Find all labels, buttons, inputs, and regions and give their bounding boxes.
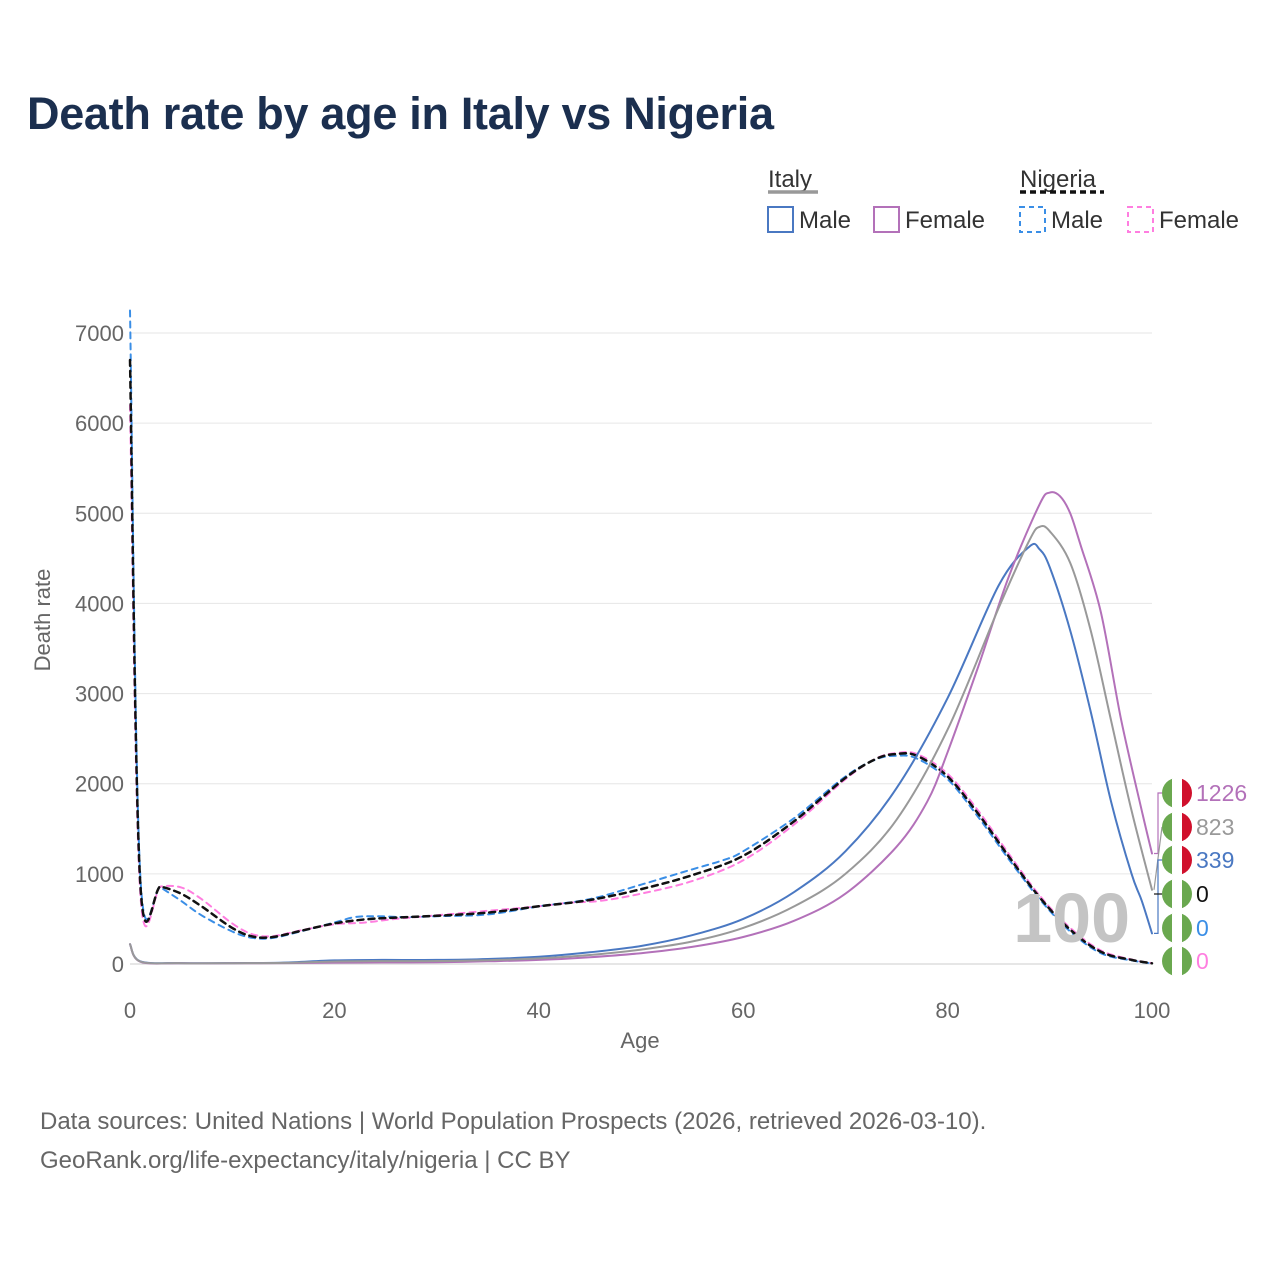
- x-axis-title: Age: [620, 1028, 659, 1053]
- y-axis-title: Death rate: [30, 569, 55, 672]
- series-line-nigeria-male: [129, 309, 1153, 965]
- x-tick-label: 80: [935, 998, 959, 1023]
- flag-stripe: [1182, 812, 1192, 842]
- italy-flag-icon: [1162, 845, 1192, 875]
- flag-stripe: [1162, 812, 1173, 842]
- series-line-nigeria-total: [128, 358, 1154, 965]
- legend-group-title: Nigeria: [1020, 166, 1097, 193]
- legend-item-label: Female: [905, 207, 985, 234]
- y-tick-label: 1000: [75, 862, 124, 887]
- legend-item-label: Female: [1159, 207, 1239, 234]
- flag-stripe: [1162, 778, 1173, 808]
- flag-stripe: [1172, 778, 1183, 808]
- y-tick-label: 2000: [75, 772, 124, 797]
- end-labels: 1226 823 339 0 0 0: [1153, 778, 1247, 976]
- series-line-italy-female: [129, 491, 1153, 965]
- chart-title: Death rate by age in Italy vs Nigeria: [27, 88, 774, 139]
- end-label-value: 339: [1196, 847, 1234, 873]
- y-tick-label: 7000: [75, 321, 124, 346]
- legend: Italy Male Female Nigeria Male Female: [767, 166, 1239, 234]
- flag-stripe: [1182, 778, 1192, 808]
- flag-stripe: [1182, 879, 1192, 909]
- series-line-nigeria-female: [129, 404, 1153, 965]
- flag-stripe: [1172, 812, 1183, 842]
- flag-stripe: [1162, 845, 1173, 875]
- flag-stripe: [1172, 913, 1183, 943]
- end-label-connector: [1154, 792, 1162, 855]
- legend-swatch-italy-female: [873, 206, 900, 233]
- italy-flag-icon: [1162, 812, 1192, 842]
- flag-stripe: [1182, 845, 1192, 875]
- flag-stripe: [1172, 879, 1183, 909]
- end-label-value: 1226: [1196, 780, 1247, 806]
- series-lines: [128, 309, 1154, 965]
- x-tick-label: 100: [1134, 998, 1171, 1023]
- legend-item-label: Male: [799, 207, 851, 234]
- flag-stripe: [1172, 845, 1183, 875]
- series-line-italy-male: [129, 542, 1153, 965]
- flag-stripe: [1162, 946, 1173, 976]
- y-tick-label: 4000: [75, 591, 124, 616]
- flag-stripe: [1182, 913, 1192, 943]
- x-tick-label: 60: [731, 998, 755, 1023]
- series-line-italy-total: [129, 524, 1153, 965]
- legend-group-title: Italy: [768, 166, 812, 193]
- flag-stripe: [1162, 879, 1173, 909]
- legend-swatch-nigeria-male: [1019, 206, 1046, 233]
- end-label-value: 823: [1196, 814, 1234, 840]
- legend-item-label: Male: [1051, 207, 1103, 234]
- legend-swatch-nigeria-female: [1127, 206, 1154, 233]
- attribution-line: GeoRank.org/life-expectancy/italy/nigeri…: [40, 1147, 571, 1174]
- y-tick-label: 5000: [75, 501, 124, 526]
- legend-swatch-italy-male: [767, 206, 794, 233]
- source-line: Data sources: United Nations | World Pop…: [40, 1108, 987, 1135]
- flag-stripe: [1172, 946, 1183, 976]
- nigeria-flag-icon: [1162, 946, 1192, 976]
- nigeria-flag-icon: [1162, 879, 1192, 909]
- age-marker: 100: [1013, 879, 1130, 957]
- grid: [130, 332, 1152, 875]
- nigeria-flag-icon: [1162, 913, 1192, 943]
- italy-flag-icon: [1162, 778, 1192, 808]
- y-tick-label: 3000: [75, 682, 124, 707]
- x-tick-label: 0: [124, 998, 136, 1023]
- y-tick-label: 6000: [75, 411, 124, 436]
- flag-stripe: [1162, 913, 1173, 943]
- y-tick-label: 0: [112, 952, 124, 977]
- x-tick-label: 20: [322, 998, 346, 1023]
- end-label-connector: [1154, 859, 1162, 934]
- end-label-value: 0: [1196, 881, 1209, 907]
- x-tick-label: 40: [527, 998, 551, 1023]
- flag-stripe: [1182, 946, 1192, 976]
- axes: 0 1000 2000 3000 4000 5000 6000 7000 0 20 40 60 80 10…: [30, 321, 1170, 1053]
- end-label-value: 0: [1196, 915, 1209, 941]
- end-label-value: 0: [1196, 948, 1209, 974]
- end-label-connector: [1153, 826, 1163, 890]
